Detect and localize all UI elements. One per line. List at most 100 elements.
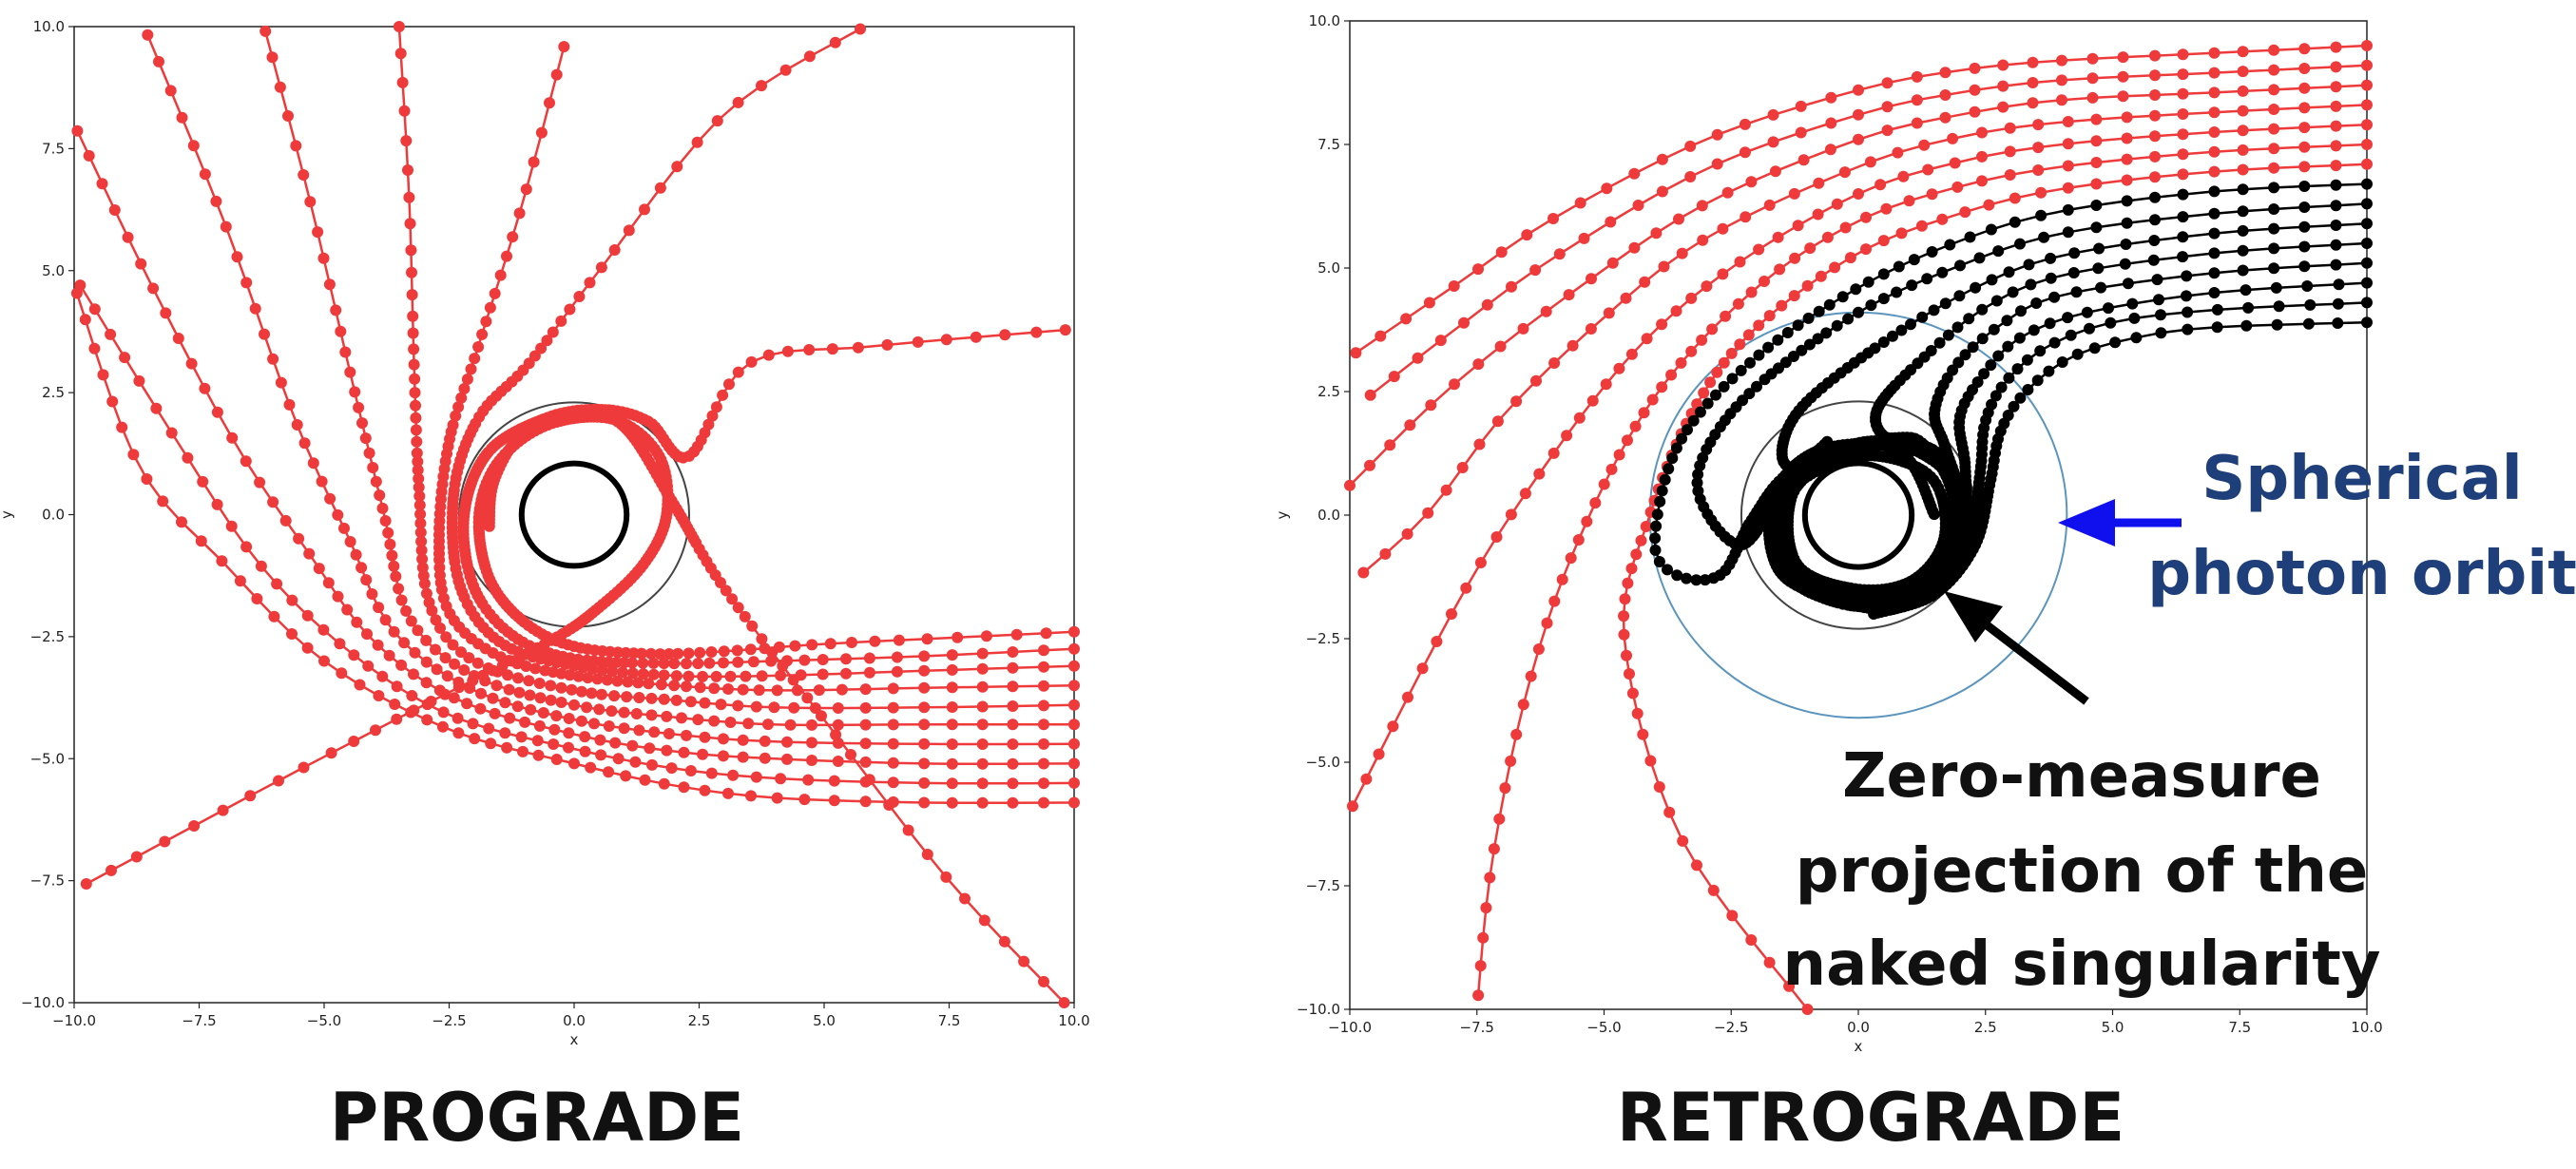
series-8 bbox=[74, 279, 1080, 790]
data-point bbox=[1853, 84, 1864, 96]
data-point bbox=[1734, 338, 1746, 351]
data-point bbox=[579, 731, 591, 743]
prograde-y-ticks: −10.0 −7.5 −5.0 −2.5 0.0 2.5 5.0 7.5 10.0 bbox=[21, 18, 74, 1011]
data-point bbox=[1717, 268, 1729, 280]
data-point bbox=[423, 596, 435, 608]
data-point bbox=[2177, 128, 2189, 141]
data-point bbox=[670, 694, 682, 706]
data-point bbox=[2237, 144, 2249, 156]
data-point bbox=[351, 616, 363, 628]
data-point bbox=[723, 378, 735, 391]
data-point bbox=[2001, 315, 2013, 327]
data-point bbox=[2103, 302, 2114, 315]
data-point bbox=[2130, 332, 2143, 344]
data-point bbox=[568, 660, 580, 672]
data-point bbox=[325, 747, 337, 759]
data-point bbox=[2023, 259, 2035, 271]
data-point bbox=[499, 727, 511, 739]
data-point bbox=[484, 301, 496, 314]
data-point bbox=[1740, 211, 1752, 223]
data-point bbox=[722, 683, 734, 695]
data-point bbox=[336, 667, 348, 680]
data-point bbox=[407, 310, 419, 322]
prograde-panel: −10.0 −7.5 −5.0 −2.5 0.0 2.5 5.0 7.5 10.0 −10.0−… bbox=[0, 18, 1090, 1157]
x-tick-label: 7.5 bbox=[2228, 1019, 2251, 1036]
data-point bbox=[313, 563, 325, 575]
data-point bbox=[361, 628, 373, 641]
data-point bbox=[1038, 719, 1049, 731]
data-point bbox=[681, 729, 692, 741]
data-point bbox=[335, 325, 347, 337]
data-point bbox=[887, 682, 899, 695]
data-point bbox=[2117, 70, 2129, 83]
data-point bbox=[1456, 462, 1469, 473]
data-point bbox=[317, 623, 330, 636]
data-point bbox=[1711, 158, 1723, 170]
data-point bbox=[1767, 108, 1779, 121]
data-point bbox=[348, 736, 360, 747]
data-point bbox=[1563, 289, 1575, 301]
data-point bbox=[421, 714, 433, 726]
data-point bbox=[1704, 376, 1717, 389]
data-point bbox=[2004, 122, 2016, 134]
data-point bbox=[1734, 256, 1746, 268]
data-point bbox=[226, 431, 239, 444]
data-point bbox=[2330, 41, 2342, 53]
data-point bbox=[220, 220, 232, 233]
data-point bbox=[668, 680, 681, 692]
data-point bbox=[2208, 207, 2220, 220]
data-point bbox=[1915, 220, 1928, 232]
data-point bbox=[603, 766, 615, 778]
data-point bbox=[1776, 299, 1788, 312]
data-point bbox=[406, 289, 418, 301]
data-point bbox=[317, 252, 330, 264]
data-point bbox=[411, 447, 423, 459]
data-point bbox=[502, 669, 513, 681]
data-point bbox=[1783, 980, 1796, 992]
data-point bbox=[1474, 557, 1487, 568]
x-tick-label: 2.5 bbox=[1974, 1019, 1997, 1036]
data-point bbox=[1412, 352, 1424, 364]
data-point bbox=[251, 593, 263, 604]
data-point bbox=[1911, 94, 1923, 106]
data-point bbox=[463, 652, 475, 664]
data-point bbox=[2298, 82, 2311, 94]
data-point bbox=[710, 670, 722, 682]
data-point bbox=[859, 795, 872, 808]
data-point bbox=[1656, 153, 1668, 165]
data-point bbox=[563, 727, 575, 739]
naked-singularity-label-line2: projection of the bbox=[1796, 836, 2369, 907]
data-point bbox=[1613, 449, 1625, 461]
data-point bbox=[826, 343, 838, 355]
data-point bbox=[274, 81, 286, 93]
data-point bbox=[447, 639, 459, 651]
data-point bbox=[699, 784, 711, 796]
data-point bbox=[1860, 243, 1872, 256]
data-point bbox=[437, 592, 450, 604]
data-point bbox=[2056, 356, 2068, 368]
data-point bbox=[1567, 339, 1579, 352]
data-point bbox=[1510, 395, 1523, 408]
data-point bbox=[918, 681, 931, 694]
data-point bbox=[1744, 356, 1756, 369]
data-point bbox=[1824, 144, 1836, 156]
data-point bbox=[1985, 359, 1997, 372]
data-point bbox=[644, 647, 657, 660]
data-point bbox=[1622, 434, 1633, 447]
data-point bbox=[691, 136, 703, 148]
data-point bbox=[2128, 312, 2141, 324]
photon-orbit-label-line1: Spherical bbox=[2201, 444, 2522, 514]
data-point bbox=[133, 374, 145, 387]
data-point bbox=[1666, 452, 1679, 465]
data-point bbox=[1670, 442, 1682, 454]
data-point bbox=[702, 418, 715, 431]
data-point bbox=[503, 683, 515, 696]
data-point bbox=[1651, 508, 1663, 521]
data-point bbox=[2043, 365, 2055, 377]
data-point bbox=[420, 634, 433, 646]
data-point bbox=[420, 677, 433, 689]
data-point bbox=[517, 745, 529, 757]
data-point bbox=[859, 719, 872, 731]
data-point bbox=[338, 522, 350, 534]
data-point bbox=[461, 698, 473, 710]
